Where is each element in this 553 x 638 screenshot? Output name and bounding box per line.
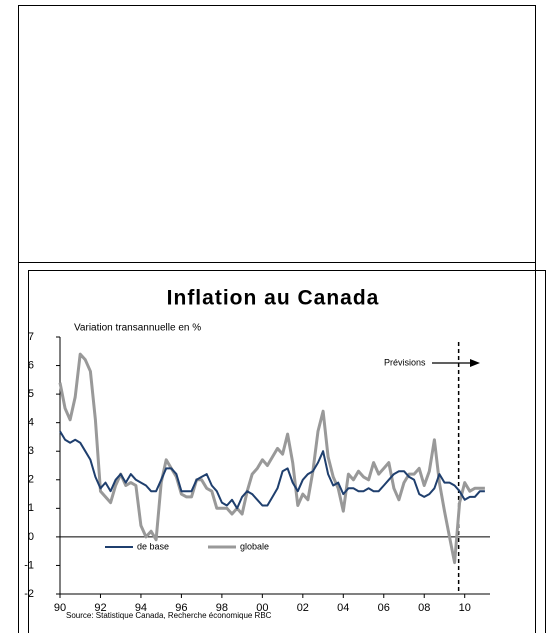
annotation-arrowhead xyxy=(470,359,480,367)
y-tick-label: 4 xyxy=(28,417,34,429)
x-tick-label: 92 xyxy=(94,602,106,614)
x-tick-label: 06 xyxy=(378,602,390,614)
x-tick-label: 04 xyxy=(337,602,349,614)
x-tick-label: 08 xyxy=(418,602,430,614)
x-tick-label: 00 xyxy=(256,602,268,614)
chart-title: Inflation au Canada xyxy=(167,287,380,310)
annotation: Prévisions xyxy=(384,357,426,367)
y-tick-label: -2 xyxy=(24,588,34,600)
legend-label: globale xyxy=(240,541,269,551)
x-tick-label: 02 xyxy=(297,602,309,614)
y-tick-label: 1 xyxy=(28,502,34,514)
series-line xyxy=(58,352,485,565)
y-tick-label: 5 xyxy=(28,388,34,400)
chart-subtitle: Variation transannuelle en % xyxy=(74,323,201,334)
y-tick-label: 0 xyxy=(28,531,34,543)
y-tick-label: -1 xyxy=(24,559,34,571)
source: Source: Statistique Canada, Recherche éc… xyxy=(66,611,272,620)
x-tick-label: 94 xyxy=(135,602,147,614)
x-tick-label: 98 xyxy=(216,602,228,614)
legend-label: de base xyxy=(137,541,169,551)
x-tick-label: 96 xyxy=(175,602,187,614)
y-tick-label: 6 xyxy=(28,359,34,371)
x-tick-label: 10 xyxy=(459,602,471,614)
y-tick-label: 7 xyxy=(28,331,34,343)
series-line xyxy=(59,430,485,510)
y-tick-label: 3 xyxy=(28,445,34,457)
empty-frame xyxy=(18,5,536,263)
x-tick-label: 90 xyxy=(54,602,66,614)
y-tick-label: 2 xyxy=(28,474,34,486)
